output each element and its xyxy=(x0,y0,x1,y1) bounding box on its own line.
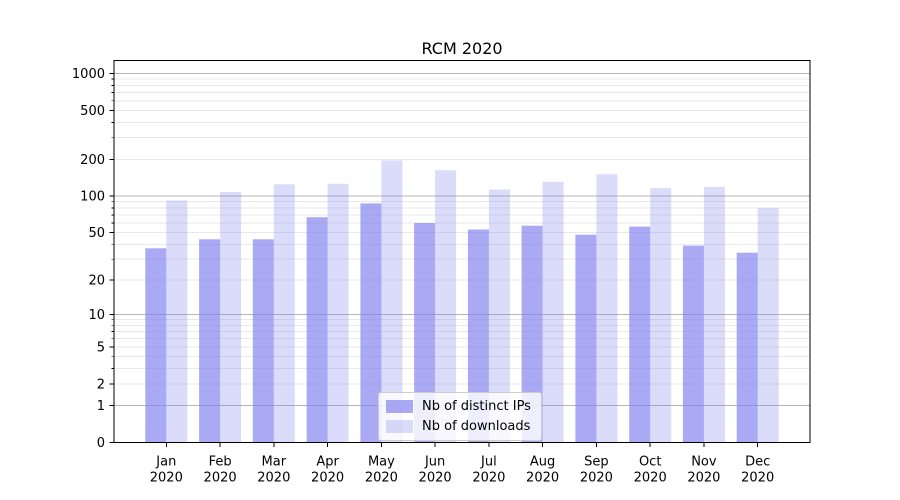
bar-may-s0 xyxy=(360,203,382,443)
bar-jun-s0 xyxy=(414,223,436,443)
legend-entry-downloads: Nb of downloads xyxy=(386,420,531,433)
x-tick-label-year: 2020 xyxy=(472,471,505,486)
x-tick-label-month: Jun xyxy=(424,455,445,470)
bar-feb-s1 xyxy=(220,192,242,443)
legend-swatch-distinct-ips xyxy=(386,400,413,413)
x-tick-label-year: 2020 xyxy=(419,471,452,486)
bar-feb-s0 xyxy=(199,239,221,443)
y-tick-label: 200 xyxy=(80,153,105,168)
y-tick-labels: 0 1 2 5 10 20 50 100 200 500 1000 xyxy=(72,67,105,451)
x-tick-label-year: 2020 xyxy=(687,471,720,486)
bar-mar-s0 xyxy=(252,239,274,443)
minor-gridlines xyxy=(114,78,810,385)
x-tick-label-year: 2020 xyxy=(741,471,774,486)
y-tick-label: 20 xyxy=(88,274,105,289)
bar-oct-s1 xyxy=(650,188,672,443)
x-tick-label-year: 2020 xyxy=(580,471,613,486)
bar-apr-s0 xyxy=(306,217,328,443)
bar-jul-s1 xyxy=(488,189,510,443)
bar-jul-s0 xyxy=(467,229,489,443)
bar-dec-s0 xyxy=(736,252,758,443)
bars-series-1 xyxy=(166,160,779,443)
x-tick-label-month: Dec xyxy=(745,455,770,470)
x-tick-label-year: 2020 xyxy=(526,471,559,486)
x-ticks xyxy=(165,442,759,448)
legend-entry-distinct-ips: Nb of distinct IPs xyxy=(386,400,531,413)
bar-nov-s1 xyxy=(703,186,725,443)
x-tick-label-year: 2020 xyxy=(257,471,290,486)
legend: Nb of distinct IPs Nb of downloads xyxy=(378,392,542,441)
legend-label-distinct-ips: Nb of distinct IPs xyxy=(422,399,531,414)
x-tick-label-month: Feb xyxy=(209,455,232,470)
y-tick-label: 500 xyxy=(80,104,105,119)
bar-jan-s0 xyxy=(145,248,167,443)
y-tick-label: 0 xyxy=(97,436,105,451)
bar-mar-s1 xyxy=(273,184,295,443)
y-tick-label: 50 xyxy=(88,226,105,241)
x-tick-label-month: Jul xyxy=(480,455,497,470)
x-tick-label-year: 2020 xyxy=(150,471,183,486)
x-tick-label-year: 2020 xyxy=(634,471,667,486)
x-tick-labels: Jan2020Feb2020Mar2020Apr2020May2020Jun20… xyxy=(150,455,774,486)
y-tick-label: 5 xyxy=(97,341,105,356)
bar-jun-s1 xyxy=(435,170,457,443)
y-ticks xyxy=(109,73,114,444)
x-tick-label-year: 2020 xyxy=(365,471,398,486)
x-tick-label-month: Nov xyxy=(691,455,717,470)
bars-series-0 xyxy=(145,203,758,443)
bar-jan-s1 xyxy=(166,200,188,443)
x-tick-label-year: 2020 xyxy=(311,471,344,486)
bar-sep-s0 xyxy=(575,234,597,443)
bar-may-s1 xyxy=(381,160,403,443)
legend-swatch-downloads xyxy=(386,420,413,433)
legend-label-downloads: Nb of downloads xyxy=(422,419,531,434)
x-tick-label-month: Sep xyxy=(584,455,609,470)
y-tick-label: 10 xyxy=(88,308,105,323)
x-tick-label-month: May xyxy=(368,455,395,470)
y-tick-label: 2 xyxy=(97,378,105,393)
y-tick-label: 100 xyxy=(80,190,105,205)
bar-apr-s1 xyxy=(327,183,349,443)
bar-oct-s0 xyxy=(629,226,651,443)
x-tick-label-month: Apr xyxy=(316,455,339,470)
x-tick-label-month: Mar xyxy=(262,455,287,470)
chart-title: RCM 2020 xyxy=(421,39,503,58)
y-tick-label: 1 xyxy=(97,399,105,414)
bar-aug-s1 xyxy=(542,181,564,443)
y-tick-label: 1000 xyxy=(72,67,105,82)
x-tick-label-month: Jan xyxy=(155,455,176,470)
bar-aug-s0 xyxy=(521,225,543,443)
plot-spines xyxy=(113,60,811,444)
bar-dec-s1 xyxy=(757,207,779,443)
bar-sep-s1 xyxy=(596,174,618,443)
x-tick-label-month: Aug xyxy=(530,455,555,470)
y-minor-ticks xyxy=(111,78,114,370)
bar-nov-s0 xyxy=(682,245,704,443)
x-tick-label-year: 2020 xyxy=(204,471,237,486)
x-tick-label-month: Oct xyxy=(639,455,661,470)
